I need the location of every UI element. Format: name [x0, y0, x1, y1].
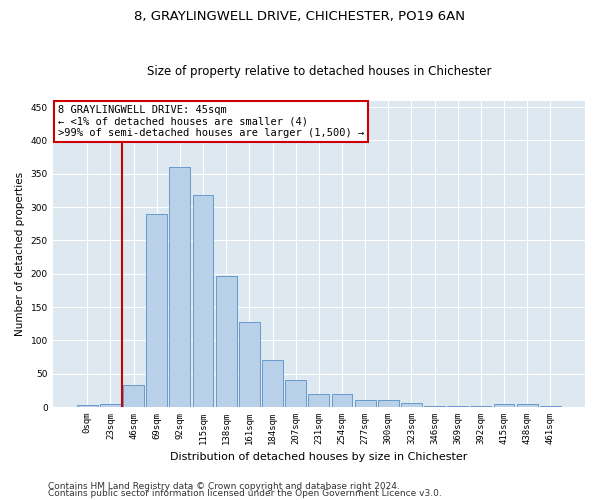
- Bar: [424, 406, 445, 407]
- Bar: [216, 276, 236, 407]
- Bar: [332, 394, 352, 407]
- Text: 8 GRAYLINGWELL DRIVE: 45sqm
← <1% of detached houses are smaller (4)
>99% of sem: 8 GRAYLINGWELL DRIVE: 45sqm ← <1% of det…: [58, 105, 364, 138]
- Bar: [494, 404, 514, 407]
- X-axis label: Distribution of detached houses by size in Chichester: Distribution of detached houses by size …: [170, 452, 467, 462]
- Bar: [470, 406, 491, 407]
- Bar: [123, 385, 144, 407]
- Bar: [193, 195, 214, 407]
- Bar: [262, 360, 283, 407]
- Bar: [401, 403, 422, 407]
- Bar: [308, 394, 329, 407]
- Bar: [285, 380, 306, 407]
- Bar: [378, 400, 399, 407]
- Bar: [239, 322, 260, 407]
- Title: Size of property relative to detached houses in Chichester: Size of property relative to detached ho…: [146, 66, 491, 78]
- Bar: [517, 404, 538, 407]
- Text: Contains public sector information licensed under the Open Government Licence v3: Contains public sector information licen…: [48, 489, 442, 498]
- Bar: [100, 404, 121, 407]
- Y-axis label: Number of detached properties: Number of detached properties: [15, 172, 25, 336]
- Bar: [77, 405, 98, 407]
- Bar: [540, 406, 561, 407]
- Text: Contains HM Land Registry data © Crown copyright and database right 2024.: Contains HM Land Registry data © Crown c…: [48, 482, 400, 491]
- Bar: [146, 214, 167, 407]
- Bar: [355, 400, 376, 407]
- Bar: [169, 167, 190, 407]
- Bar: [448, 406, 468, 407]
- Text: 8, GRAYLINGWELL DRIVE, CHICHESTER, PO19 6AN: 8, GRAYLINGWELL DRIVE, CHICHESTER, PO19 …: [134, 10, 466, 23]
